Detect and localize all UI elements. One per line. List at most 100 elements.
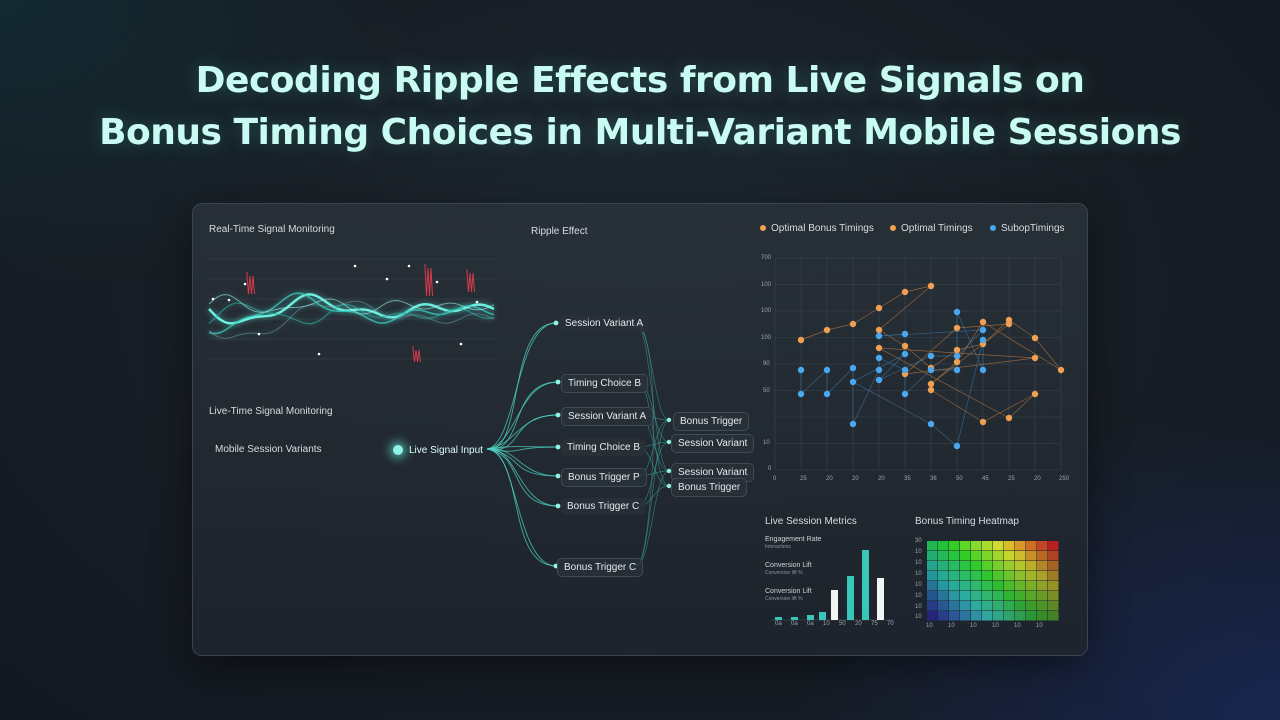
- metric-item: Conversion Lift Conversion lift %: [765, 562, 812, 576]
- scatter-point: [849, 364, 857, 372]
- ripple-node[interactable]: Bonus Trigger C: [561, 498, 646, 515]
- scatter-point: [875, 354, 883, 362]
- heatmap-cell: [971, 601, 982, 611]
- metric-bar: [862, 550, 869, 620]
- scatter-point: [875, 326, 883, 334]
- dashboard-panel: Real-Time Signal Monitoring Live-Time Si…: [192, 203, 1088, 656]
- y-tick: 10: [915, 571, 922, 577]
- ripple-node-dot: [553, 320, 559, 326]
- scatter-point: [823, 390, 831, 398]
- heatmap-cell: [938, 571, 949, 581]
- heatmap-cell: [949, 601, 960, 611]
- ripple-link: [486, 448, 559, 507]
- x-tick: 20: [826, 476, 833, 482]
- heatmap-cell: [960, 571, 971, 581]
- y-tick: 30: [915, 538, 922, 544]
- signal-wave: [208, 294, 495, 315]
- heatmap-cell: [938, 591, 949, 601]
- scatter-point: [901, 342, 909, 350]
- y-tick: 90: [763, 361, 770, 367]
- heatmap-cell: [982, 571, 993, 581]
- heatmap-cell: [971, 591, 982, 601]
- ripple-node[interactable]: Session Variant A: [561, 407, 654, 426]
- heatmap-cell: [1037, 541, 1048, 551]
- y-tick: 50: [763, 388, 770, 394]
- signal-dot: [353, 264, 357, 268]
- signal-dot: [435, 280, 439, 284]
- ripple-link: [486, 448, 557, 567]
- scatter-point: [849, 420, 857, 428]
- metric-bar: [847, 576, 854, 620]
- ripple-connections: [486, 320, 672, 569]
- metric-item: Conversion Lift Conversion lift %: [765, 588, 812, 602]
- scatter-point: [953, 346, 961, 354]
- heatmap-cell: [1015, 611, 1026, 621]
- heatmap-cell: [927, 541, 938, 551]
- x-tick: 10: [926, 623, 933, 629]
- signal-dot: [243, 282, 247, 286]
- heatmap-cell: [1037, 571, 1048, 581]
- heatmap-cell: [960, 611, 971, 621]
- scatter-point: [797, 366, 805, 374]
- orange-dot-icon: [890, 225, 896, 232]
- x-tick: 50: [956, 476, 963, 482]
- x-tick: 25: [1008, 476, 1015, 482]
- y-tick: 10: [915, 582, 922, 588]
- bonus-timing-heatmap-heading: Bonus Timing Heatmap: [915, 516, 1019, 527]
- scatter-point: [979, 326, 987, 334]
- heatmap-cell: [1026, 601, 1037, 611]
- ripple-node[interactable]: Timing Choice B: [561, 439, 646, 456]
- ripple-node[interactable]: Timing Choice B: [561, 374, 648, 393]
- signal-spike: [466, 269, 475, 293]
- scatter-point: [1005, 414, 1013, 422]
- heatmap-cell: [927, 591, 938, 601]
- heatmap-cell: [1004, 551, 1015, 561]
- heatmap-cell: [1048, 601, 1059, 611]
- heatmap-cell: [1048, 551, 1059, 561]
- ripple-output-node[interactable]: Bonus Trigger: [671, 478, 748, 497]
- signal-dot-icon: [393, 445, 403, 455]
- scatter-point: [849, 378, 857, 386]
- x-tick: 20: [852, 476, 859, 482]
- live-signal-input-label: Live Signal Input: [409, 445, 483, 456]
- heatmap-cell: [949, 591, 960, 601]
- scatter-point: [1031, 334, 1039, 342]
- heatmap-cell: [1004, 611, 1015, 621]
- ripple-node-dot: [555, 473, 561, 479]
- ripple-effect-heading: Ripple Effect: [531, 226, 588, 237]
- scatter-point: [823, 366, 831, 374]
- live-session-metrics-heading: Live Session Metrics: [765, 516, 857, 527]
- heatmap-cell: [982, 561, 993, 571]
- heatmap-cell: [993, 571, 1004, 581]
- heatmap-cell: [993, 581, 1004, 591]
- heatmap-cell: [1004, 561, 1015, 571]
- x-tick: 20: [855, 621, 862, 627]
- scatter-point: [849, 320, 857, 328]
- ripple-output-node[interactable]: Session Variant: [671, 434, 755, 453]
- heatmap-cell: [982, 601, 993, 611]
- ripple-output-node[interactable]: Bonus Trigger: [673, 412, 750, 431]
- heatmap-cell: [1048, 591, 1059, 601]
- heatmap-cell: [927, 611, 938, 621]
- ripple-node-dot: [555, 412, 561, 418]
- x-tick: 25: [800, 476, 807, 482]
- scatter-point: [797, 390, 805, 398]
- heatmap-cell: [1048, 611, 1059, 621]
- scatter-point: [1031, 390, 1039, 398]
- heatmap-cell: [993, 591, 1004, 601]
- heatmap-cell: [1026, 611, 1037, 621]
- scatter-point: [875, 332, 883, 340]
- heatmap-cell: [938, 551, 949, 561]
- heatmap-cell: [971, 581, 982, 591]
- heatmap-cell: [960, 551, 971, 561]
- heatmap-cell: [938, 601, 949, 611]
- ripple-link: [486, 448, 559, 477]
- metric-bar: [791, 617, 798, 620]
- ripple-node[interactable]: Bonus Trigger C: [557, 558, 644, 577]
- ripple-node[interactable]: Session Variant A: [559, 315, 650, 332]
- live-signal-input-node[interactable]: Live Signal Input: [391, 442, 491, 459]
- ripple-node[interactable]: Bonus Trigger P: [561, 468, 647, 487]
- bonus-timing-heatmap: [927, 541, 1059, 621]
- scatter-point: [927, 386, 935, 394]
- heatmap-cell: [1048, 581, 1059, 591]
